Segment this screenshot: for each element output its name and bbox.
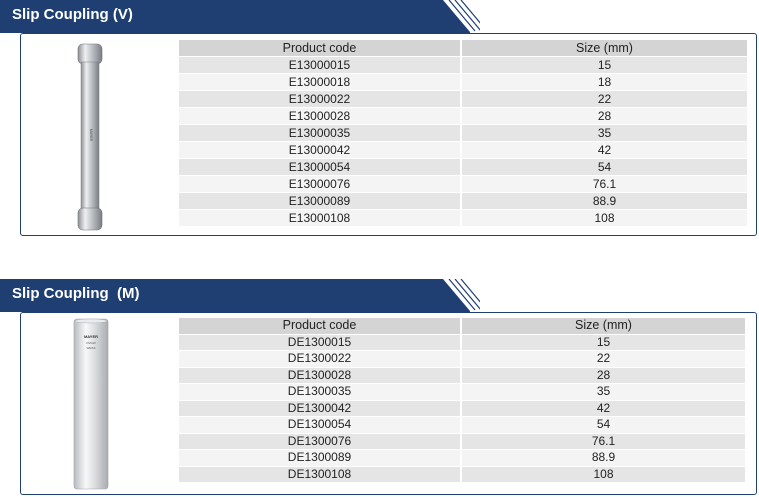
- size-cell: 54: [462, 417, 745, 433]
- product-code-cell: E13000054: [179, 159, 462, 175]
- product-code-cell: DE1300076: [179, 433, 462, 449]
- table-row: DE1300022 22: [179, 351, 745, 367]
- table-row: DE1300089 88.9: [179, 450, 745, 466]
- table-row: E13000108 108: [179, 210, 747, 226]
- svg-text:MAYER: MAYER: [89, 129, 93, 142]
- svg-text:DVGW: DVGW: [86, 341, 96, 345]
- table-row: E13000022 22: [179, 91, 747, 107]
- column-header-product-code: Product code: [179, 318, 462, 334]
- table-row: E13000076 76.1: [179, 176, 747, 192]
- table-row: DE1300054 54: [179, 417, 745, 433]
- size-cell: 15: [462, 334, 745, 350]
- size-cell: 76.1: [462, 433, 745, 449]
- size-cell: 88.9: [462, 193, 747, 209]
- table-row: E13000042 42: [179, 142, 747, 158]
- product-code-cell: E13000028: [179, 108, 462, 124]
- size-cell: 22: [462, 351, 745, 367]
- table-header-row: Product code Size (mm): [179, 318, 745, 334]
- product-code-cell: E13000022: [179, 91, 462, 107]
- size-cell: 76.1: [462, 176, 747, 192]
- product-code-cell: DE1300015: [179, 334, 462, 350]
- size-cell: 108: [462, 210, 747, 226]
- product-code-cell: DE1300089: [179, 450, 462, 466]
- product-code-cell: E13000042: [179, 142, 462, 158]
- product-code-cell: E13000035: [179, 125, 462, 141]
- section-banner: Slip Coupling (M): [0, 279, 480, 312]
- product-code-cell: E13000089: [179, 193, 462, 209]
- size-cell: 28: [462, 367, 745, 383]
- product-code-cell: E13000015: [179, 57, 462, 73]
- slip-coupling-v-section: Slip Coupling (V) MAYER Product code Siz: [0, 0, 759, 240]
- product-code-cell: DE1300035: [179, 384, 462, 400]
- size-cell: 108: [462, 466, 745, 482]
- table-row: E13000035 35: [179, 125, 747, 141]
- product-code-cell: DE1300028: [179, 367, 462, 383]
- table-row: E13000089 88.9: [179, 193, 747, 209]
- slip-coupling-m-section: Slip Coupling (M) MAYER DVGW WRAS Produc…: [0, 279, 759, 497]
- product-panel: MAYER DVGW WRAS Product code Size (mm) D…: [20, 312, 757, 495]
- spec-table: Product code Size (mm) DE1300015 15 DE1300…: [179, 317, 745, 483]
- svg-text:WRAS: WRAS: [87, 346, 96, 350]
- product-code-cell: DE1300108: [179, 466, 462, 482]
- size-cell: 42: [462, 400, 745, 416]
- spec-table: Product code Size (mm) E13000015 15 E13000…: [179, 39, 747, 227]
- column-header-size: Size (mm): [462, 318, 745, 334]
- product-code-cell: DE1300054: [179, 417, 462, 433]
- table-row: DE1300035 35: [179, 384, 745, 400]
- size-cell: 35: [462, 384, 745, 400]
- product-code-cell: E13000108: [179, 210, 462, 226]
- table-header-row: Product code Size (mm): [179, 40, 747, 56]
- column-header-size: Size (mm): [462, 40, 747, 56]
- table-row: DE1300108 108: [179, 466, 745, 482]
- section-title: Slip Coupling (M): [12, 285, 140, 302]
- table-row: E13000028 28: [179, 108, 747, 124]
- size-cell: 54: [462, 159, 747, 175]
- size-cell: 42: [462, 142, 747, 158]
- product-code-cell: E13000076: [179, 176, 462, 192]
- size-cell: 18: [462, 74, 747, 90]
- product-panel: MAYER Product code Size (mm) E13000015 15…: [20, 33, 757, 236]
- size-cell: 22: [462, 91, 747, 107]
- size-cell: 28: [462, 108, 747, 124]
- table-row: DE1300076 76.1: [179, 433, 745, 449]
- table-row: E13000015 15: [179, 57, 747, 73]
- table-row: DE1300015 15: [179, 334, 745, 350]
- size-cell: 15: [462, 57, 747, 73]
- column-header-product-code: Product code: [179, 40, 462, 56]
- table-row: DE1300028 28: [179, 367, 745, 383]
- product-code-cell: DE1300022: [179, 351, 462, 367]
- size-cell: 88.9: [462, 450, 745, 466]
- size-cell: 35: [462, 125, 747, 141]
- slip-coupling-m-image: MAYER DVGW WRAS: [73, 318, 109, 490]
- section-banner: Slip Coupling (V): [0, 0, 480, 33]
- product-code-cell: E13000018: [179, 74, 462, 90]
- svg-text:MAYER: MAYER: [84, 334, 98, 339]
- table-row: E13000018 18: [179, 74, 747, 90]
- table-row: DE1300042 42: [179, 400, 745, 416]
- table-row: E13000054 54: [179, 159, 747, 175]
- slip-coupling-v-image: MAYER: [77, 43, 103, 231]
- product-code-cell: DE1300042: [179, 400, 462, 416]
- section-title: Slip Coupling (V): [12, 6, 133, 23]
